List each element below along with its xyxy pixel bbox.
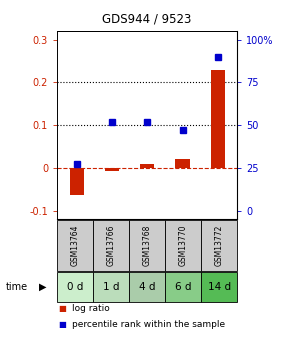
Bar <box>57 272 93 302</box>
Bar <box>57 220 93 271</box>
Bar <box>93 272 129 302</box>
Bar <box>93 220 129 271</box>
Text: GSM13766: GSM13766 <box>107 225 116 266</box>
Text: GSM13768: GSM13768 <box>143 225 152 266</box>
Bar <box>211 70 225 168</box>
Text: ■: ■ <box>59 304 67 313</box>
Text: ■: ■ <box>59 320 67 329</box>
Text: ▶: ▶ <box>39 282 46 292</box>
Text: GSM13764: GSM13764 <box>71 225 80 266</box>
Bar <box>140 164 154 168</box>
Bar <box>201 220 237 271</box>
Bar <box>165 220 201 271</box>
Text: GSM13772: GSM13772 <box>215 225 224 266</box>
Bar <box>105 168 119 171</box>
Bar <box>165 272 201 302</box>
Text: 1 d: 1 d <box>103 282 120 292</box>
Bar <box>201 272 237 302</box>
Text: GDS944 / 9523: GDS944 / 9523 <box>102 12 191 25</box>
Text: 14 d: 14 d <box>208 282 231 292</box>
Text: time: time <box>6 282 28 292</box>
Bar <box>129 272 165 302</box>
Text: 4 d: 4 d <box>139 282 156 292</box>
Bar <box>129 220 165 271</box>
Text: percentile rank within the sample: percentile rank within the sample <box>72 320 225 329</box>
Text: 0 d: 0 d <box>67 282 83 292</box>
Text: 6 d: 6 d <box>175 282 192 292</box>
Text: GSM13770: GSM13770 <box>179 225 188 266</box>
Text: log ratio: log ratio <box>72 304 110 313</box>
Bar <box>69 168 84 195</box>
Bar <box>176 159 190 168</box>
